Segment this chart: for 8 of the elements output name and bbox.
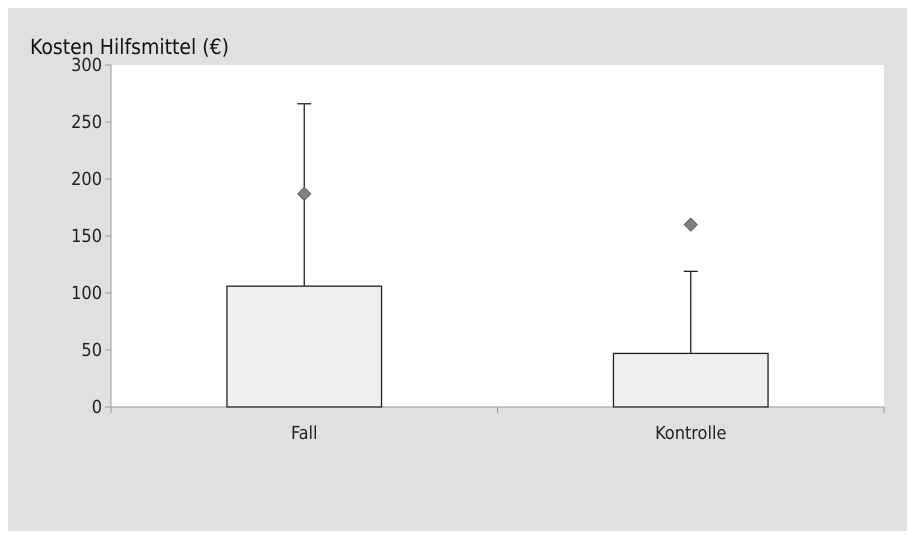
y-tick-label: 150 [71, 226, 102, 247]
x-tick-label: Kontrolle [655, 422, 726, 444]
x-tick-label: Fall [290, 422, 318, 444]
y-tick-label: 200 [71, 168, 102, 190]
y-tick-label: 0 [92, 396, 102, 418]
y-tick-label: 250 [71, 112, 102, 133]
y-tick-label: 50 [81, 340, 102, 361]
y-tick-label: 100 [71, 282, 102, 304]
